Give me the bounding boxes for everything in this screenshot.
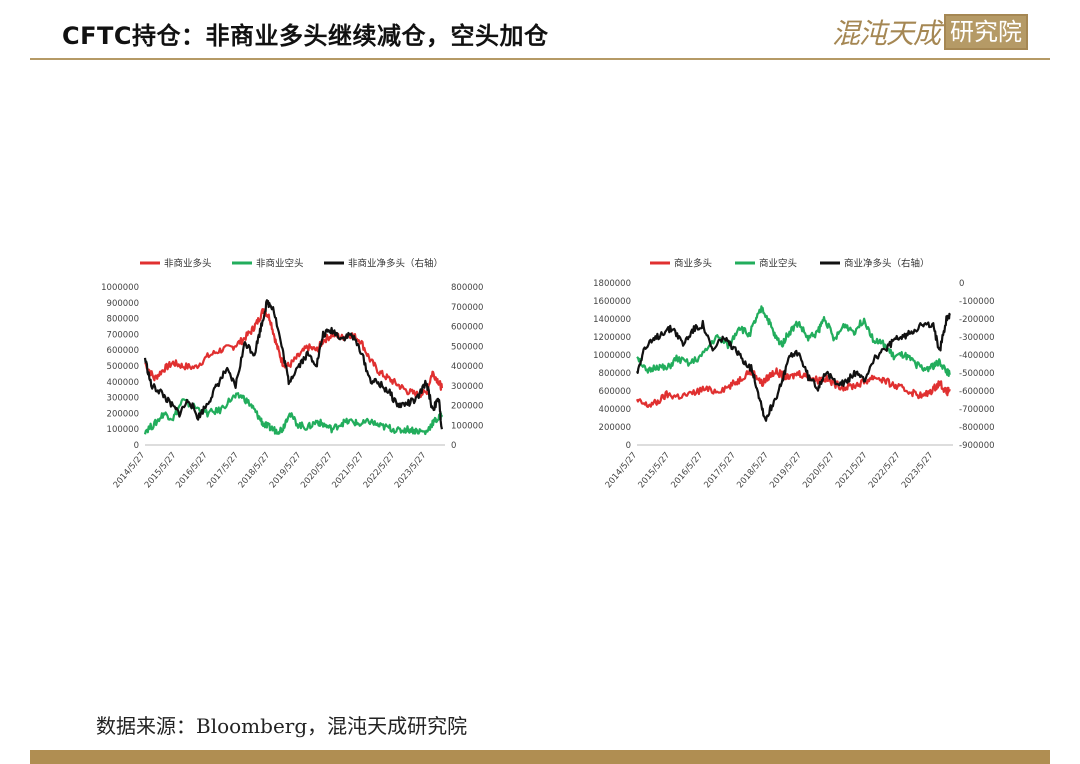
x-tick-label: 2023/5/27 [900,451,936,491]
footer-divider [30,750,1050,764]
left-tick-label: 100000 [107,425,139,435]
legend-label: 商业空头 [759,258,797,270]
x-tick-label: 2021/5/27 [834,451,870,491]
left-tick-label: 700000 [107,330,139,340]
brand-logo: 混沌天成 研究院 [832,12,1028,52]
x-tick-label: 2017/5/27 [702,451,738,491]
right-tick-label: -200000 [959,315,995,325]
x-tick-label: 2023/5/27 [393,451,429,491]
logo-boxed-text: 研究院 [944,14,1028,50]
right-tick-label: 100000 [451,421,483,431]
right-tick-label: 500000 [451,342,483,352]
right-tick-label: -100000 [959,297,995,307]
left-tick-label: 500000 [107,362,139,372]
right-tick-label: 800000 [451,283,483,293]
x-tick-label: 2022/5/27 [867,451,903,491]
series-line [143,392,443,436]
legend-label: 非商业多头 [164,258,212,270]
right-tick-label: -400000 [959,351,995,361]
left-tick-label: 1400000 [593,315,631,325]
right-tick-label: -300000 [959,333,995,343]
page-title: CFTC持仓：非商业多头继续减仓，空头加仓 [62,22,549,50]
left-tick-label: 600000 [107,346,139,356]
left-tick-label: 1600000 [593,297,631,307]
x-tick-label: 2016/5/27 [669,451,705,491]
right-tick-label: 700000 [451,303,483,313]
left-tick-label: 400000 [599,405,631,415]
left-tick-label: 0 [626,441,631,451]
chart-commercial: 1800000 1600000 1400000 1200000 1000000 80000… [593,258,994,491]
left-tick-label: 400000 [107,378,139,388]
left-tick-label: 1000000 [101,283,139,293]
left-tick-label: 300000 [107,394,139,404]
x-tick-label: 2020/5/27 [801,451,837,491]
legend-label: 商业多头 [674,258,712,270]
header-divider [30,58,1050,60]
legend-label: 非商业净多头（右轴） [348,258,443,270]
right-tick-label: -500000 [959,369,995,379]
legend-label: 非商业空头 [256,258,304,270]
legend-label: 商业净多头（右轴） [844,258,930,270]
right-tick-label: -600000 [959,387,995,397]
left-tick-label: 800000 [107,315,139,325]
left-tick-label: 1200000 [593,333,631,343]
x-tick-label: 2015/5/27 [637,451,673,491]
right-tick-label: -800000 [959,423,995,433]
series-line [636,305,951,377]
data-source-note: 数据来源：Bloomberg，混沌天成研究院 [96,714,468,738]
left-tick-label: 800000 [599,369,631,379]
right-tick-label: 400000 [451,362,483,372]
x-tick-label: 2019/5/27 [768,451,804,491]
series-line [635,312,951,422]
left-tick-label: 600000 [599,387,631,397]
left-tick-label: 200000 [599,423,631,433]
series-line [143,299,443,430]
right-tick-label: -900000 [959,441,995,451]
x-tick-label: 2018/5/27 [735,451,771,491]
right-tick-label: 0 [451,441,456,451]
right-tick-label: 600000 [451,323,483,333]
right-tick-label: 0 [959,279,964,289]
right-tick-label: 300000 [451,382,483,392]
series-line [635,367,951,408]
x-tick-label: 2014/5/27 [604,451,640,491]
left-tick-label: 0 [134,441,139,451]
right-tick-label: 200000 [451,402,483,412]
left-tick-label: 200000 [107,409,139,419]
right-tick-label: -700000 [959,405,995,415]
series-line [144,308,443,399]
left-tick-label: 900000 [107,299,139,309]
logo-script-text: 混沌天成 [831,17,941,50]
left-tick-label: 1000000 [593,351,631,361]
left-tick-label: 1800000 [593,279,631,289]
chart-noncommercial: 1000000900000800000700000600000500000400… [101,258,483,491]
